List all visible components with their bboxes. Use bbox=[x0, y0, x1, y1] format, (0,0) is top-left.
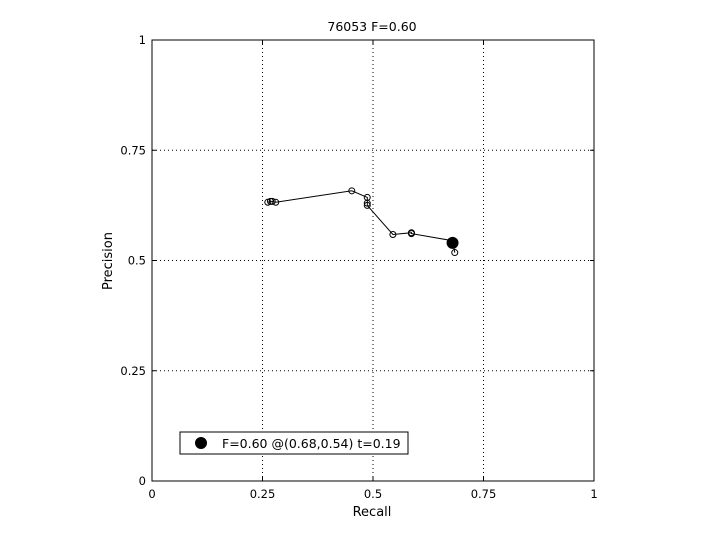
data-point bbox=[272, 198, 280, 206]
data-point bbox=[348, 187, 356, 195]
series-line bbox=[267, 190, 456, 253]
legend-box bbox=[179, 431, 409, 455]
x-tick-label: 0.25 bbox=[250, 487, 276, 501]
series-markers-group bbox=[264, 187, 459, 257]
axis-ticks bbox=[151, 39, 595, 482]
data-point bbox=[363, 199, 371, 207]
legend-marker bbox=[195, 437, 207, 449]
legend-label: F=0.60 @(0.68,0.54) t=0.19 bbox=[222, 436, 401, 451]
legend: F=0.60 @(0.68,0.54) t=0.19 bbox=[179, 431, 409, 455]
y-axis-label: Precision bbox=[101, 232, 116, 290]
data-point bbox=[363, 201, 371, 209]
x-tick-label: 1 bbox=[590, 487, 597, 501]
x-tick-labels: 0 0.25 0.5 0.75 1 bbox=[148, 487, 597, 501]
data-point bbox=[451, 249, 459, 257]
x-tick-label: 0 bbox=[148, 487, 155, 501]
series-line-group bbox=[267, 190, 456, 253]
data-point bbox=[268, 197, 276, 205]
y-tick-label: 0.5 bbox=[128, 254, 146, 268]
data-point bbox=[407, 230, 415, 238]
x-axis-label: Recall bbox=[353, 505, 392, 520]
x-tick-label: 0.75 bbox=[471, 487, 497, 501]
grid-lines bbox=[152, 40, 594, 481]
y-tick-labels: 0 0.25 0.5 0.75 1 bbox=[120, 33, 146, 488]
chart-title: 76053 F=0.60 bbox=[327, 19, 416, 34]
best-point-group bbox=[446, 236, 459, 249]
plot-area bbox=[151, 39, 595, 482]
y-tick-label: 0 bbox=[139, 474, 146, 488]
y-tick-label: 0.25 bbox=[120, 364, 146, 378]
x-tick-label: 0.5 bbox=[364, 487, 382, 501]
y-tick-label: 0.75 bbox=[120, 143, 146, 157]
data-point bbox=[389, 230, 397, 238]
best-point-marker bbox=[446, 236, 459, 249]
y-tick-label: 1 bbox=[139, 33, 146, 47]
